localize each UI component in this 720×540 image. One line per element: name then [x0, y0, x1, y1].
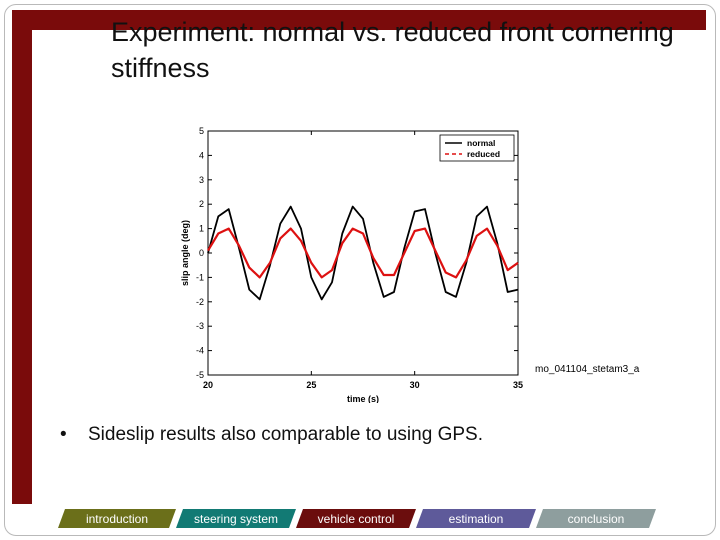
x-tick-label: 30	[410, 380, 420, 390]
x-axis-label: time (s)	[347, 394, 379, 403]
nav-tab-vehicle-control[interactable]: vehicle control	[296, 509, 416, 528]
legend-label-normal: normal	[467, 138, 495, 148]
x-tick-label: 25	[306, 380, 316, 390]
y-tick-label: -3	[196, 321, 204, 331]
y-tick-label: -5	[196, 370, 204, 380]
legend-label-reduced: reduced	[467, 149, 500, 159]
y-tick-label: -4	[196, 346, 204, 356]
slide-title: Experiment: normal vs. reduced front cor…	[111, 17, 674, 83]
y-tick-label: 5	[199, 126, 204, 136]
bullet-text: Sideslip results also comparable to usin…	[88, 424, 483, 445]
bullet-item: • Sideslip results also comparable to usi…	[60, 424, 483, 446]
nav-tab-introduction[interactable]: introduction	[58, 509, 176, 528]
slide-border: Experiment: normal vs. reduced front cor…	[12, 10, 710, 508]
figure-caption: mo_041104_stetam3_a	[535, 364, 640, 375]
nav-tab-label: steering system	[193, 511, 279, 526]
y-tick-label: 1	[199, 224, 204, 234]
legend-box	[439, 134, 515, 162]
y-tick-label: 2	[199, 199, 204, 209]
nav-tab-label: introduction	[85, 511, 149, 526]
plot-frame	[207, 130, 519, 376]
y-tick-label: 3	[199, 175, 204, 185]
bullet-marker: •	[60, 424, 67, 445]
nav-tab-label: conclusion	[567, 511, 625, 526]
nav-tab-label: estimation	[448, 511, 504, 526]
x-tick-label: 35	[513, 380, 523, 390]
y-tick-label: -1	[196, 272, 204, 282]
series-line-normal	[207, 205, 519, 301]
x-tick-label: 20	[203, 380, 213, 390]
y-tick-label: 0	[199, 248, 204, 258]
nav-tab-steering-system[interactable]: steering system	[176, 509, 296, 528]
nav-tab-estimation[interactable]: estimation	[416, 509, 536, 528]
nav-tab-conclusion[interactable]: conclusion	[536, 509, 656, 528]
chart: -5 -4 -3 -2 -1 0 1 2 3 4 5 20 25 30 35 time (s) slip ang…	[180, 126, 523, 403]
series-line-reduced	[207, 227, 519, 279]
y-tick-label: -2	[196, 297, 204, 307]
y-axis-label: slip angle (deg)	[180, 220, 190, 286]
plot-area: -5 -4 -3 -2 -1 0 1 2 3 4 5 20 25 30 35 time (s) slip ang…	[180, 126, 523, 403]
nav-tab-label: vehicle control	[317, 511, 395, 526]
y-tick-label: 4	[199, 150, 204, 160]
